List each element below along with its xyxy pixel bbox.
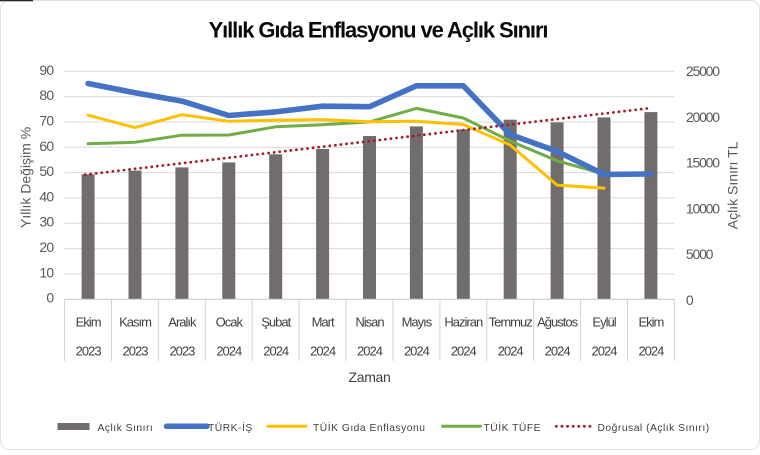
svg-text:2024: 2024 [592, 344, 618, 359]
svg-text:Yıllık Gıda Enflasyonu ve Açlı: Yıllık Gıda Enflasyonu ve Açlık Sınırı [209, 18, 548, 43]
svg-text:2024: 2024 [310, 344, 336, 359]
svg-text:80: 80 [39, 87, 54, 103]
svg-text:Mart: Mart [312, 315, 335, 330]
svg-text:2024: 2024 [216, 344, 242, 359]
svg-text:20: 20 [39, 239, 54, 255]
svg-text:Doğrusal (Açlık Sınırı): Doğrusal (Açlık Sınırı) [598, 423, 710, 434]
svg-text:0: 0 [686, 292, 694, 308]
svg-text:30: 30 [39, 214, 54, 230]
svg-text:Aralık: Aralık [168, 315, 197, 330]
svg-text:70: 70 [39, 113, 54, 129]
svg-text:TÜİK Gıda Enflasyonu: TÜİK Gıda Enflasyonu [313, 421, 425, 434]
svg-text:40: 40 [39, 188, 54, 204]
svg-text:10000: 10000 [686, 200, 720, 216]
svg-text:TÜİK TÜFE: TÜİK TÜFE [484, 421, 542, 434]
svg-text:Şubat: Şubat [261, 315, 291, 330]
svg-text:2023: 2023 [123, 344, 149, 359]
svg-text:Nisan: Nisan [355, 315, 384, 330]
svg-text:Ekim: Ekim [638, 315, 663, 330]
svg-text:2024: 2024 [545, 344, 571, 359]
svg-text:5000: 5000 [686, 246, 714, 262]
svg-text:Temmuz: Temmuz [489, 315, 533, 330]
svg-text:90: 90 [39, 62, 54, 78]
svg-text:Açlık Sınırı TL: Açlık Sınırı TL [725, 141, 741, 229]
svg-text:Zaman: Zaman [348, 369, 390, 385]
svg-text:20000: 20000 [686, 109, 720, 125]
svg-text:Ağustos: Ağustos [537, 315, 578, 330]
svg-text:0: 0 [46, 290, 54, 306]
svg-text:2024: 2024 [498, 344, 524, 359]
svg-text:2024: 2024 [357, 344, 383, 359]
svg-text:2024: 2024 [263, 344, 289, 359]
svg-text:Yıllık Değişim %: Yıllık Değişim % [18, 127, 34, 228]
svg-text:25000: 25000 [686, 63, 720, 79]
svg-text:Eylül: Eylül [592, 315, 616, 330]
svg-text:60: 60 [39, 138, 54, 154]
svg-text:Haziran: Haziran [444, 315, 483, 330]
svg-text:Mayıs: Mayıs [402, 315, 433, 330]
svg-text:Ekim: Ekim [76, 315, 101, 330]
svg-text:Kasım: Kasım [119, 315, 151, 330]
svg-text:10: 10 [39, 264, 54, 280]
svg-text:TÜRK-İŞ: TÜRK-İŞ [208, 421, 253, 434]
svg-text:Ocak: Ocak [216, 315, 244, 330]
svg-text:2023: 2023 [169, 344, 195, 359]
svg-text:2023: 2023 [76, 344, 102, 359]
svg-text:Açlık Sınırı: Açlık Sınırı [98, 423, 154, 434]
svg-text:15000: 15000 [686, 155, 720, 171]
svg-text:2024: 2024 [404, 344, 430, 359]
svg-text:2024: 2024 [638, 344, 664, 359]
svg-text:2024: 2024 [451, 344, 477, 359]
svg-text:50: 50 [39, 163, 54, 179]
